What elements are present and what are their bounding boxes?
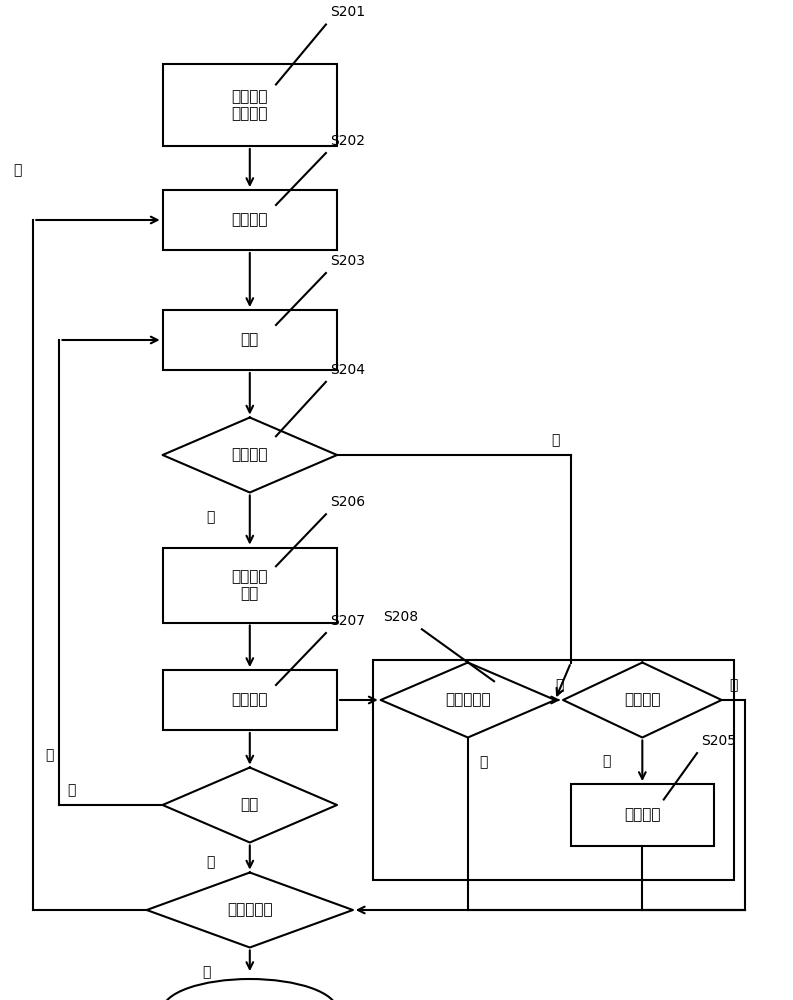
Text: S204: S204 <box>330 363 365 377</box>
Text: 是: 是 <box>202 966 210 980</box>
Text: 否: 否 <box>206 510 214 524</box>
FancyBboxPatch shape <box>163 670 337 730</box>
Text: 存活: 存活 <box>240 798 259 812</box>
Text: 是: 是 <box>555 678 563 692</box>
Polygon shape <box>163 418 337 492</box>
Text: 传输: 传输 <box>240 332 259 348</box>
Text: 否: 否 <box>480 756 488 770</box>
Ellipse shape <box>163 979 337 1000</box>
FancyBboxPatch shape <box>163 64 337 146</box>
FancyBboxPatch shape <box>163 190 337 250</box>
FancyBboxPatch shape <box>571 784 714 846</box>
Text: 是: 是 <box>551 433 559 447</box>
Text: 接收孔径内: 接收孔径内 <box>445 692 491 708</box>
Text: 否: 否 <box>13 163 21 177</box>
Text: 视场角内: 视场角内 <box>624 692 661 708</box>
Text: S208: S208 <box>383 610 418 624</box>
Text: 碰到边界: 碰到边界 <box>232 448 268 462</box>
Text: 否: 否 <box>730 678 737 692</box>
Text: S201: S201 <box>330 5 365 19</box>
Text: 是: 是 <box>603 754 611 768</box>
Polygon shape <box>563 663 722 738</box>
Text: S202: S202 <box>330 134 365 148</box>
Text: 最后的光子: 最后的光子 <box>227 902 273 918</box>
Text: S203: S203 <box>330 254 365 268</box>
Text: 是: 是 <box>67 783 75 797</box>
Text: 否: 否 <box>206 856 214 869</box>
Text: 确定粒子
种类: 确定粒子 种类 <box>232 569 268 601</box>
Text: S205: S205 <box>701 734 736 748</box>
Polygon shape <box>163 768 337 842</box>
Text: 建立海水
量子信道: 建立海水 量子信道 <box>232 89 268 121</box>
Text: S207: S207 <box>330 614 365 628</box>
Polygon shape <box>147 872 353 948</box>
Text: S206: S206 <box>330 495 365 509</box>
Text: 发生散射: 发生散射 <box>232 692 268 708</box>
Text: 保存数据: 保存数据 <box>624 808 661 822</box>
Text: 发射光子: 发射光子 <box>232 213 268 228</box>
Text: 是: 是 <box>45 748 54 762</box>
FancyBboxPatch shape <box>163 310 337 370</box>
Polygon shape <box>381 663 555 738</box>
FancyBboxPatch shape <box>163 548 337 622</box>
